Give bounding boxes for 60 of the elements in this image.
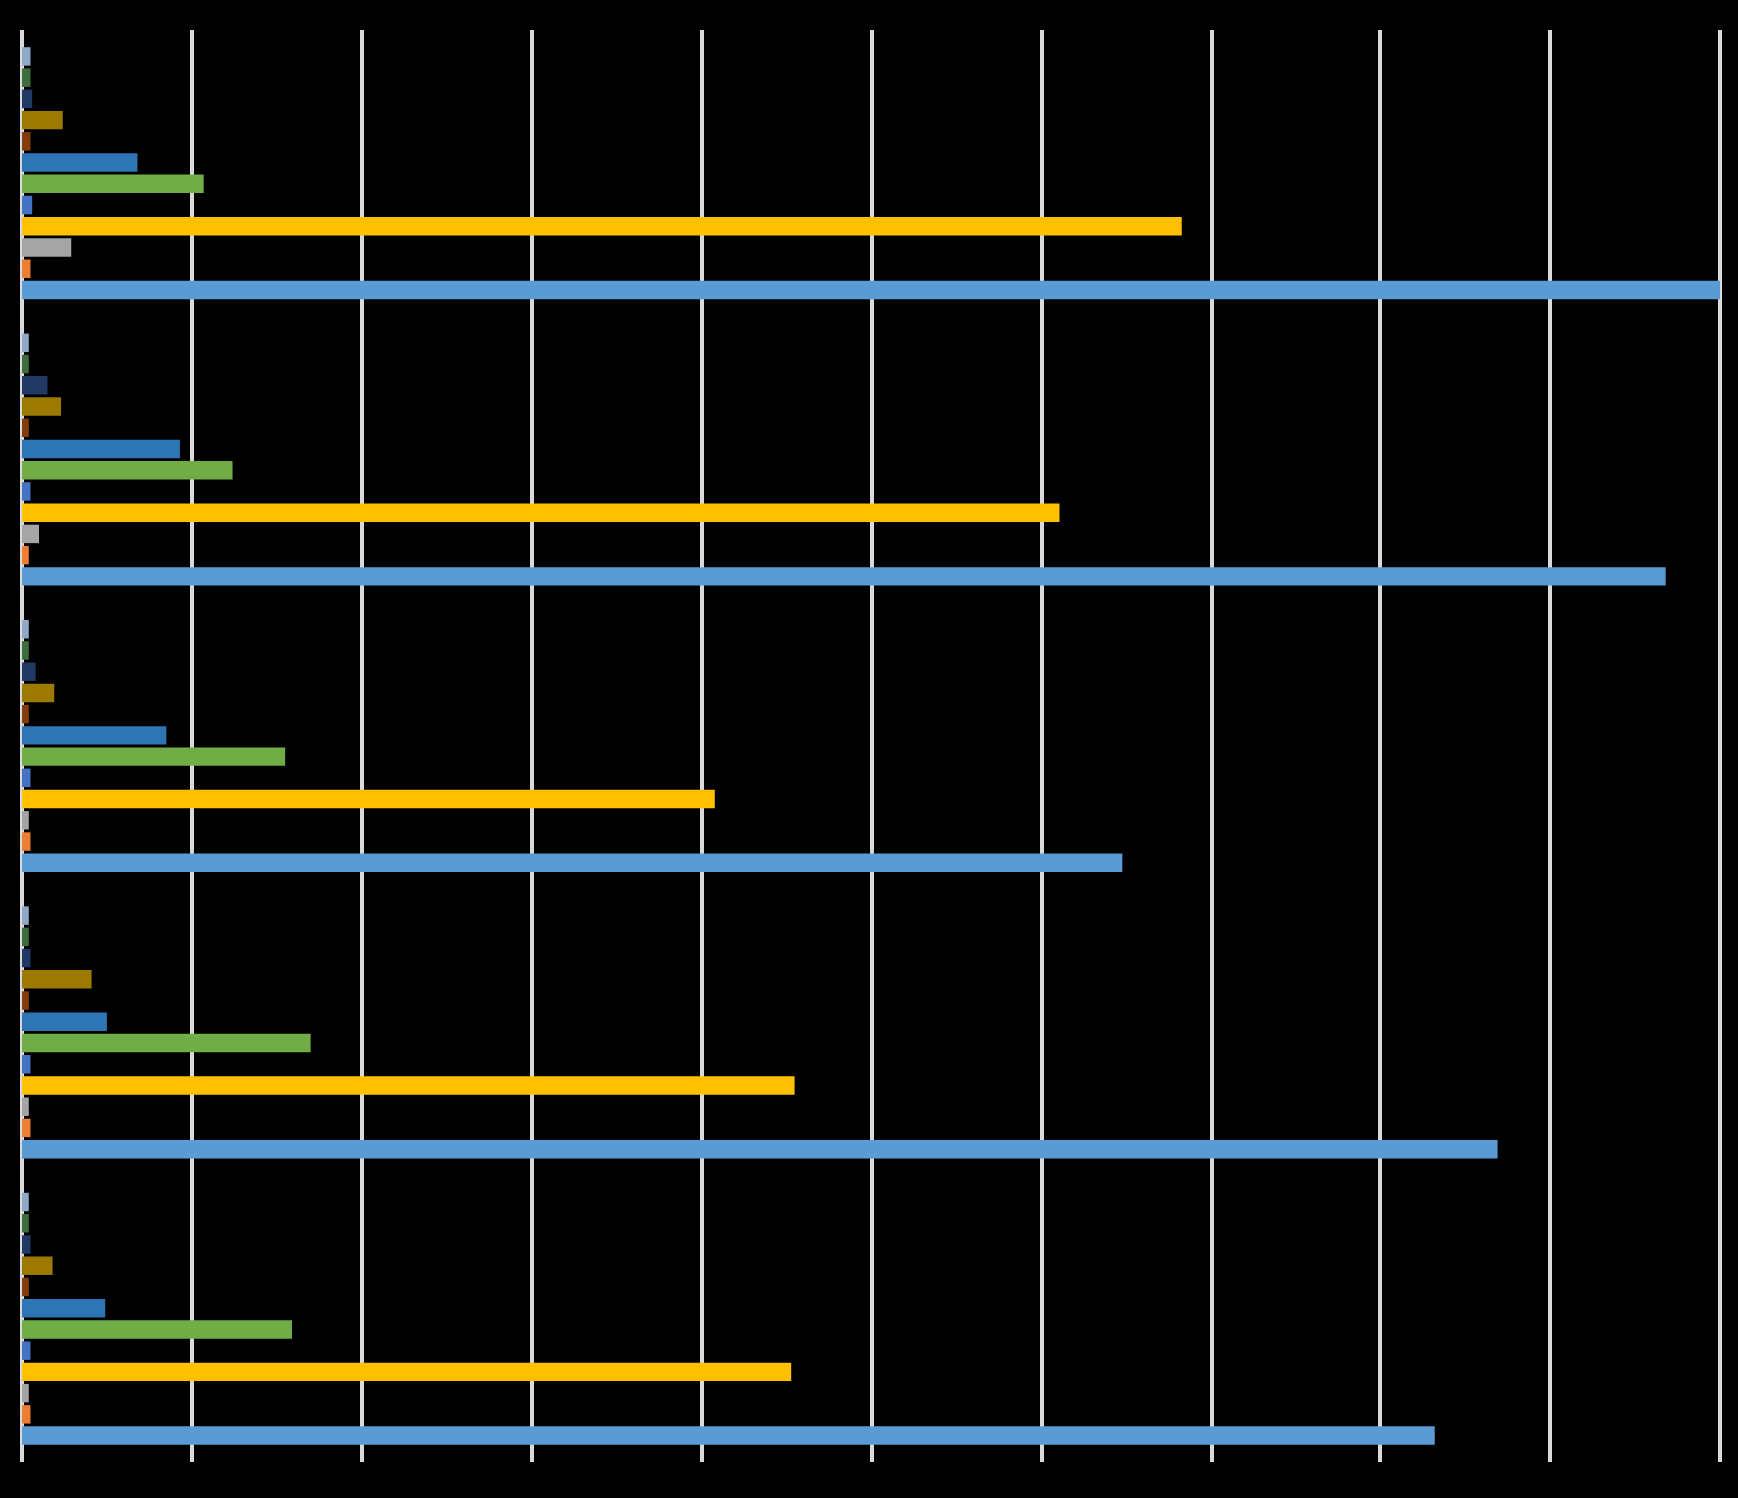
bar: [22, 1118, 31, 1138]
bar: [22, 683, 55, 703]
bar: [22, 153, 138, 172]
bar: [22, 545, 29, 565]
bar: [22, 174, 204, 194]
bar: [22, 376, 48, 395]
bar: [22, 1298, 106, 1318]
bar: [22, 68, 31, 87]
bar: [22, 662, 36, 681]
bar: [22, 1076, 795, 1095]
bar: [22, 641, 29, 660]
bar: [22, 503, 1060, 522]
bar: [22, 1192, 29, 1212]
bar: [22, 280, 1720, 300]
bar: [22, 1426, 1435, 1445]
bar: [22, 927, 29, 947]
bar: [22, 991, 29, 1010]
bar: [22, 1139, 1498, 1159]
bar: [22, 333, 29, 353]
bar: [22, 460, 233, 480]
bar: [22, 238, 72, 257]
bar: [22, 418, 29, 437]
bar: [22, 1012, 107, 1032]
bar: [22, 1405, 31, 1424]
bar: [22, 619, 29, 639]
bar: [22, 1033, 311, 1053]
bar: [22, 789, 715, 809]
bar: [22, 439, 180, 459]
bar: [22, 1097, 29, 1116]
bar: [22, 1055, 31, 1074]
bar: [22, 704, 29, 724]
bar: [22, 853, 1123, 873]
bar: [22, 1383, 29, 1403]
bar: [22, 132, 31, 151]
bar: [22, 1320, 292, 1339]
bar: [22, 259, 31, 278]
bar: [22, 747, 286, 766]
bar: [22, 1214, 29, 1233]
bar: [22, 1235, 31, 1254]
bar: [22, 1256, 53, 1275]
bar: [22, 811, 29, 830]
bar: [22, 567, 1666, 586]
bar: [22, 397, 62, 416]
bar: [22, 524, 39, 544]
bar: [22, 47, 31, 66]
bar: [22, 354, 29, 374]
bar: [22, 906, 29, 925]
bar: [22, 195, 33, 215]
bar: [22, 726, 167, 745]
bar: [22, 482, 31, 501]
bar: [22, 1277, 29, 1297]
bar: [22, 768, 31, 788]
bar: [22, 970, 92, 989]
bar: [22, 1362, 792, 1382]
bar: [22, 110, 63, 130]
bar: [22, 948, 31, 968]
bar: [22, 1341, 31, 1360]
bar: [22, 832, 31, 851]
bar: [22, 89, 33, 109]
bar: [22, 217, 1182, 236]
